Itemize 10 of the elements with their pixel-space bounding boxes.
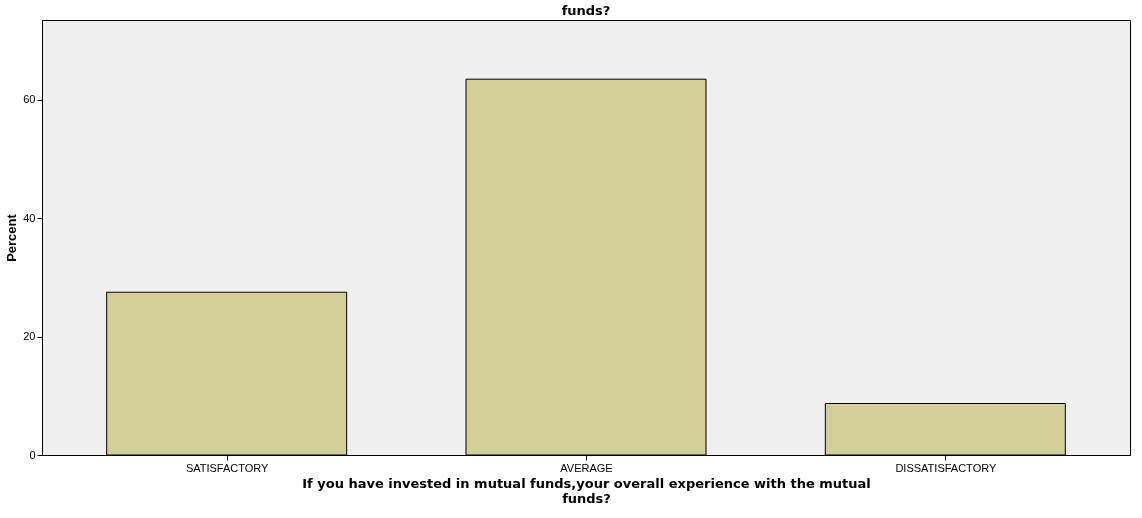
x-tick-label: DISSATISFACTORY <box>895 461 997 474</box>
x-axis-title: If you have invested in mutual funds,your overall experience with the mutual funds? <box>302 475 871 506</box>
y-tick-label: 60 <box>23 93 36 106</box>
y-tick-label: 20 <box>23 330 36 343</box>
y-tick-label: 0 <box>29 448 36 461</box>
x-tick-label: AVERAGE <box>560 461 613 474</box>
chart-title: funds? <box>561 3 611 18</box>
y-tick-label: 40 <box>23 211 36 224</box>
y-axis-title: Percent <box>4 213 20 262</box>
x-tick-label: SATISFACTORY <box>185 461 270 474</box>
